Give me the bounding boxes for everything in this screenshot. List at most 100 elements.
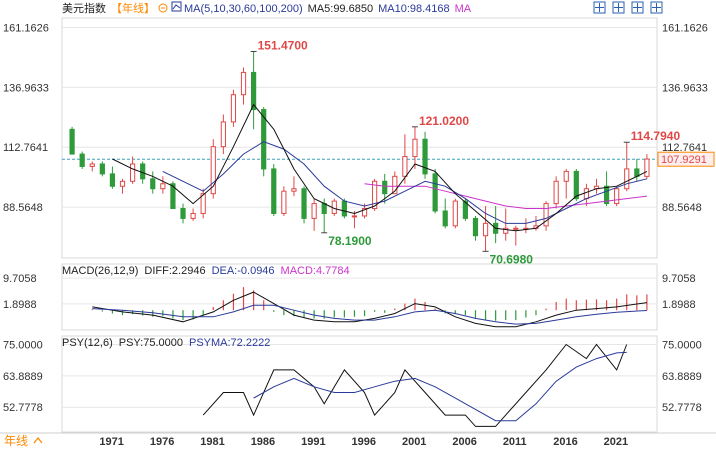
candle-body [160, 183, 166, 190]
candle-body [79, 153, 85, 167]
psy-line [202, 343, 628, 427]
candle-body [251, 71, 257, 111]
candle-body [271, 168, 277, 214]
macd-diff-line [92, 291, 647, 328]
candle-body [472, 217, 479, 237]
macd-y-tick-right: 1.8988 [662, 299, 696, 311]
macd-macd-value: MACD:4.7784 [281, 265, 350, 277]
grid-icon-3[interactable] [631, 1, 644, 14]
price-annotation: 151.4700 [258, 38, 308, 52]
candle-body [462, 200, 468, 219]
candle-body [99, 163, 105, 175]
candle-body [402, 156, 408, 177]
grid-icon-4[interactable] [650, 1, 663, 14]
x-tick-label: 1981 [200, 436, 224, 448]
ma-spec: MA(5,10,30,60,100,200) [184, 3, 303, 15]
candle-body [543, 203, 549, 227]
macd-dea-line [92, 304, 647, 325]
circle-minus-icon [158, 3, 168, 13]
candle-body [361, 208, 368, 217]
candle-body [452, 200, 458, 227]
candle-body [614, 188, 620, 205]
candle-body [382, 180, 388, 195]
grid-icon-2[interactable] [612, 1, 625, 14]
candle-body [624, 168, 630, 190]
candle-body [311, 203, 317, 219]
candle-body [220, 121, 226, 148]
candle-body [321, 203, 327, 214]
candle-body [140, 163, 146, 180]
candle-body [89, 163, 95, 167]
candle-body [69, 128, 75, 155]
price-annotation: 121.0200 [419, 114, 469, 128]
period-label: 【年线】 [111, 1, 155, 15]
candle-body [644, 158, 650, 177]
x-tick-label: 2016 [553, 436, 577, 448]
candle-body [261, 109, 267, 170]
footer-period-label[interactable]: 年线 [4, 434, 28, 448]
candle-body [482, 222, 489, 237]
candle-body [432, 173, 438, 212]
candle-body [372, 180, 378, 210]
grid-icon-1[interactable] [593, 1, 606, 14]
candle-body [503, 227, 509, 234]
price-y-tick-right: 136.9633 [662, 82, 708, 94]
candle-body [412, 138, 418, 158]
candle-body [442, 210, 448, 227]
psyma-line [253, 351, 627, 422]
x-tick-label: 2021 [604, 436, 628, 448]
price-annotation: 70.6980 [490, 252, 534, 266]
x-tick-label: 2011 [503, 436, 527, 448]
x-tick-label: 1971 [99, 436, 123, 448]
chevron-up-icon[interactable] [33, 436, 43, 444]
ma-spec-icon [171, 1, 182, 12]
candle-body [603, 185, 610, 205]
ma5-line [112, 103, 648, 232]
candle-body [170, 183, 176, 210]
candle-body [573, 170, 579, 200]
candle-body [392, 175, 398, 195]
ma-spec-icon-line [172, 4, 181, 10]
price-annotation: 78.1900 [328, 234, 372, 248]
psy-y-tick-right: 52.7778 [662, 402, 702, 414]
macd-spec: MACD(26,12,9) [62, 265, 138, 277]
panel-frame-2 [61, 263, 658, 331]
ma5-value: MA5:99.6850 [308, 3, 373, 15]
price-y-tick-left: 88.5648 [3, 202, 43, 214]
x-tick-label: 1976 [150, 436, 174, 448]
candle-body [422, 138, 428, 175]
macd-dea-value: DEA:-0.0946 [212, 265, 275, 277]
last-price-box [657, 151, 715, 167]
x-tick-label: 1986 [251, 436, 275, 448]
candle-body [513, 227, 519, 230]
candle-body [190, 212, 196, 219]
macd-y-tick-right: 9.7058 [662, 273, 696, 285]
x-tick-label: 2006 [452, 436, 476, 448]
psy-y-tick-left: 75.0000 [3, 339, 43, 351]
candle-body [583, 188, 590, 200]
psy-y-tick-right: 75.0000 [662, 339, 702, 351]
price-y-tick-right: 88.5648 [662, 202, 702, 214]
price-y-tick-left: 136.9633 [3, 82, 49, 94]
psyma-value: PSYMA:72.2222 [189, 337, 270, 349]
candle-body [210, 146, 216, 195]
ma10-value: MA10:98.4168 [378, 3, 450, 15]
macd-diff-value: DIFF:2.2946 [144, 265, 205, 277]
price-annotation: 114.7940 [631, 129, 681, 143]
candle-body [341, 200, 347, 217]
ma10-line [162, 141, 648, 224]
candle-body [553, 180, 559, 205]
candle-body [200, 193, 206, 214]
chart-title: 美元指数 [62, 1, 106, 15]
candle-body [281, 190, 287, 214]
price-y-tick-right: 112.7641 [662, 142, 707, 154]
x-tick-label: 1996 [352, 436, 376, 448]
psy-y-tick-left: 63.8889 [3, 371, 43, 383]
candle-body [240, 71, 247, 96]
candle-body [230, 94, 237, 123]
candle-body [180, 208, 186, 219]
candle-body [150, 178, 156, 190]
ma-more: MA [455, 3, 472, 15]
price-y-tick-left: 161.1626 [3, 22, 49, 34]
